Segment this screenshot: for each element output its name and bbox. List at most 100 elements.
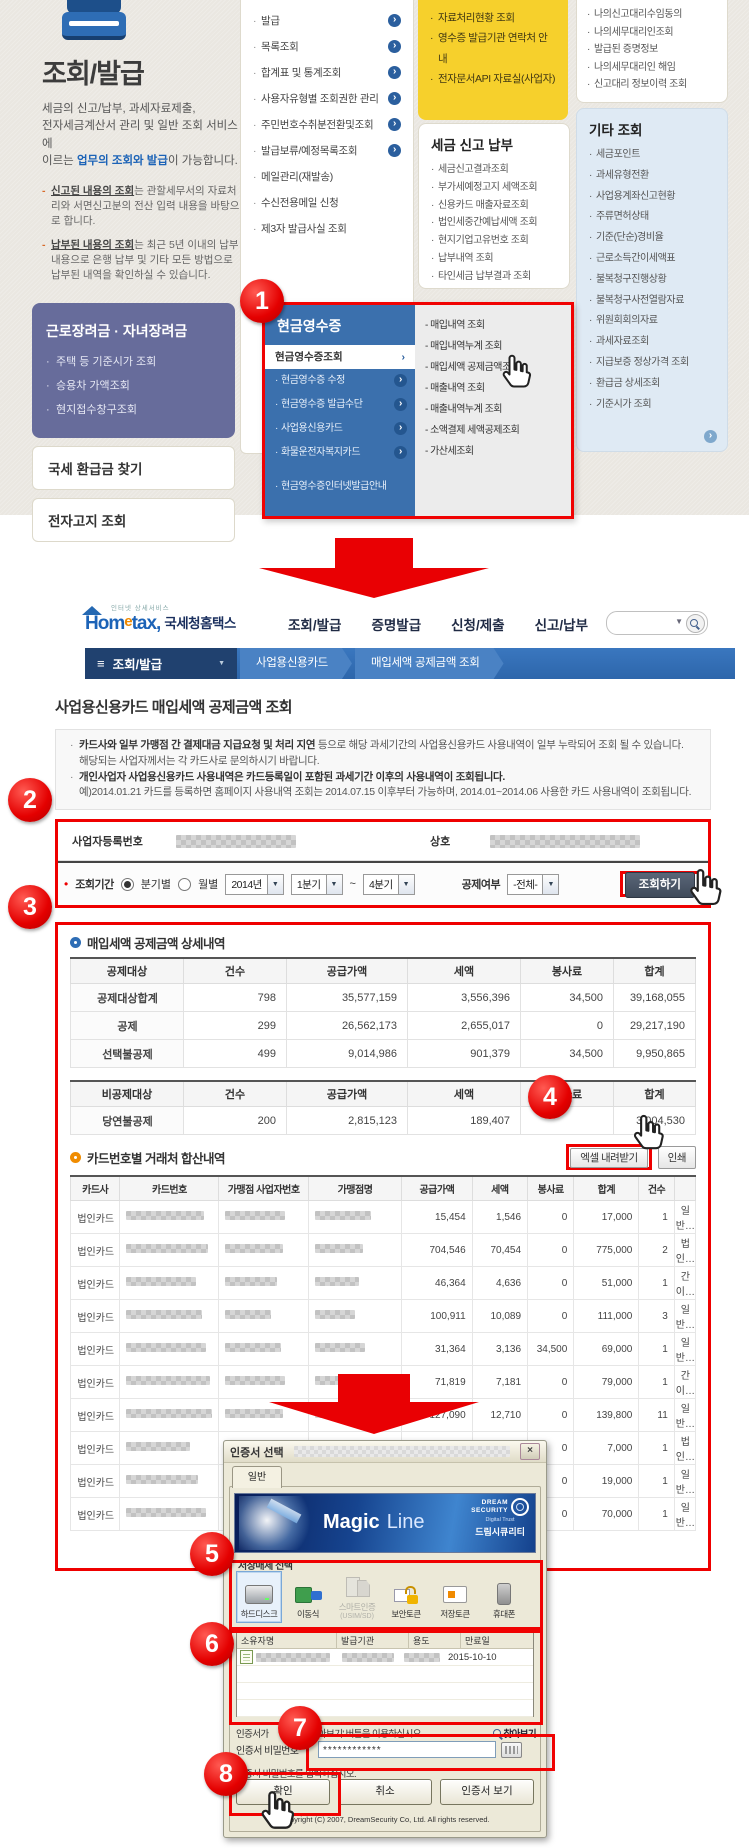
view-certificate-button[interactable]: 인증서 보기 bbox=[440, 1779, 534, 1805]
certificate-list[interactable]: 소유자명 발급기관 용도 만료일 2015-10-10 bbox=[236, 1631, 534, 1717]
etc-link[interactable]: 주류면허상태 bbox=[589, 207, 715, 228]
quarter-to-select[interactable]: 4분기 ▼ bbox=[362, 873, 415, 895]
search-button[interactable] bbox=[686, 614, 705, 633]
hamburger-icon[interactable]: ≡ bbox=[97, 656, 105, 671]
password-input[interactable]: ************ bbox=[318, 1741, 496, 1758]
year-select[interactable]: 2014년 ▼ bbox=[225, 873, 284, 895]
menu-item[interactable]: 주민번호수취분전환및조회 › bbox=[253, 112, 401, 138]
taxpay-link[interactable]: 타인세금 납부결과 조회 bbox=[431, 268, 557, 286]
yellow-link[interactable]: 자료처리현황 조회 bbox=[430, 8, 556, 29]
submenu-item[interactable]: - 소액결제 세액공제조회 bbox=[425, 425, 520, 436]
taxpay-link[interactable]: 세금신고결과조회 bbox=[431, 161, 557, 179]
caret-down-icon[interactable]: ▼ bbox=[325, 874, 342, 894]
agent-link[interactable]: 발급된 증명정보 bbox=[587, 41, 717, 59]
menu-item[interactable]: 합계표 및 통계조회 › bbox=[253, 60, 401, 86]
breadcrumb-item[interactable]: 사업용신용카드 bbox=[240, 648, 352, 679]
chevron-circle-icon[interactable]: › bbox=[394, 446, 407, 459]
virtual-keyboard-icon[interactable] bbox=[501, 1741, 522, 1758]
incentive-link[interactable]: 주택 등 기준시가 조회 bbox=[46, 351, 221, 375]
radio-quarterly[interactable] bbox=[120, 877, 134, 891]
media-security-token[interactable]: 보안토큰 bbox=[383, 1571, 429, 1623]
caret-down-icon[interactable]: ▼ bbox=[266, 874, 283, 894]
certificate-row[interactable]: 2015-10-10 bbox=[237, 1649, 533, 1666]
search-input[interactable]: ▼ bbox=[606, 611, 708, 635]
etc-link[interactable]: 환급금 상세조회 bbox=[589, 374, 715, 395]
etc-link[interactable]: 근로소득간이세액표 bbox=[589, 249, 715, 270]
chevron-circle-icon[interactable]: › bbox=[394, 422, 407, 435]
more-chevron-icon[interactable]: › bbox=[704, 430, 717, 443]
search-submit-button[interactable]: 조회하기 bbox=[624, 872, 695, 898]
agent-link[interactable]: 나의신고대리수임동의 bbox=[587, 6, 717, 24]
radio-quarterly-label[interactable]: 분기별 bbox=[140, 879, 172, 891]
menu-item[interactable]: 수신전용메일 신청 bbox=[253, 190, 401, 216]
taxpay-link[interactable]: 납부내역 조회 bbox=[431, 250, 557, 268]
deduction-filter-select[interactable]: -전체- ▼ bbox=[507, 873, 560, 895]
etc-link[interactable]: 과세유형전환 bbox=[589, 166, 715, 187]
menu-item[interactable]: 발급보류/예정목록조회 › bbox=[253, 138, 401, 164]
menu-item[interactable]: 현금영수증 수정 › bbox=[265, 369, 415, 393]
radio-monthly-label[interactable]: 월별 bbox=[198, 879, 219, 891]
chevron-circle-icon[interactable]: › bbox=[388, 118, 401, 131]
etc-link[interactable]: 세금포인트 bbox=[589, 145, 715, 166]
yellow-link[interactable]: 전자문서API 자료실(사업자) bbox=[430, 69, 556, 90]
media-mobile[interactable]: 휴대폰 bbox=[481, 1571, 527, 1623]
etc-link[interactable]: 불복청구사전열람자료 bbox=[589, 291, 715, 312]
breadcrumb-root-menu[interactable]: ≡ 조회/발급 ▼ bbox=[85, 648, 237, 679]
caret-down-icon[interactable]: ▼ bbox=[542, 874, 559, 894]
menu-item[interactable]: 사업용신용카드 › bbox=[265, 417, 415, 441]
caret-down-icon[interactable]: ▼ bbox=[675, 617, 683, 626]
tab-general[interactable]: 일반 bbox=[232, 1466, 282, 1488]
agent-link[interactable]: 나의세무대리인 해임 bbox=[587, 59, 717, 77]
excel-download-button[interactable]: 엑셀 내려받기 bbox=[570, 1148, 648, 1168]
submenu-item[interactable]: - 매출내역누계 조회 bbox=[425, 404, 503, 415]
taxpay-link[interactable]: 신용카드 매출자료조회 bbox=[431, 197, 557, 215]
chevron-circle-icon[interactable]: › bbox=[388, 66, 401, 79]
chevron-circle-icon[interactable]: › bbox=[388, 14, 401, 27]
quarter-from-select[interactable]: 1분기 ▼ bbox=[290, 873, 343, 895]
nav-report-payment[interactable]: 신고/납부 bbox=[534, 618, 588, 633]
nav-application-submission[interactable]: 신청/제출 bbox=[451, 618, 505, 633]
menu-item[interactable]: 목록조회 › bbox=[253, 34, 401, 60]
media-harddisk[interactable]: 하드디스크 bbox=[236, 1571, 282, 1623]
submenu-item[interactable]: - 매입내역 조회 bbox=[425, 320, 485, 331]
incentive-link[interactable]: 현지접수창구조회 bbox=[46, 399, 221, 423]
submenu-item-deduction-inquiry[interactable]: - 매입세액 공제금액조회 bbox=[425, 362, 520, 373]
media-storage-token[interactable]: 저장토큰 bbox=[432, 1571, 478, 1623]
breadcrumb-item[interactable]: 매입세액 공제금액 조회 bbox=[355, 648, 504, 679]
submenu-item[interactable]: - 매입내역누계 조회 bbox=[425, 341, 503, 352]
menu-item[interactable]: 현금영수증인터넷발급안내 bbox=[265, 475, 415, 499]
media-removable[interactable]: 이동식 bbox=[285, 1571, 331, 1623]
menu-item-cash-receipt-inquiry[interactable]: 현금영수증조회 › bbox=[265, 345, 415, 369]
submenu-item[interactable]: - 매출내역 조회 bbox=[425, 383, 485, 394]
taxpay-link[interactable]: 현지기업고유번호 조회 bbox=[431, 232, 557, 250]
submenu-item[interactable]: - 가산세조회 bbox=[425, 446, 474, 457]
chevron-circle-icon[interactable]: › bbox=[394, 398, 407, 411]
close-icon[interactable]: × bbox=[520, 1443, 540, 1460]
refund-finder-button[interactable]: 국세 환급금 찾기 bbox=[32, 446, 235, 491]
menu-item[interactable]: 발급 › bbox=[253, 8, 401, 34]
chevron-circle-icon[interactable]: › bbox=[388, 92, 401, 105]
etc-link[interactable]: 과세자료조회 bbox=[589, 332, 715, 353]
nav-certificate-issuance[interactable]: 증명발급 bbox=[371, 618, 422, 633]
cancel-button[interactable]: 취소 bbox=[338, 1779, 432, 1805]
yellow-link[interactable]: 영수증 발급기관 연락처 안내 bbox=[430, 28, 556, 69]
etc-link[interactable]: 사업용계좌신고현황 bbox=[589, 187, 715, 208]
nav-inquiry-issuance[interactable]: 조회/발급 bbox=[288, 618, 342, 633]
browse-link[interactable]: 찾아보기 bbox=[491, 1726, 537, 1740]
radio-monthly[interactable] bbox=[178, 877, 192, 891]
dialog-titlebar[interactable]: 인증서 선택 × bbox=[224, 1441, 546, 1463]
agent-link[interactable]: 나의세무대리인조회 bbox=[587, 24, 717, 42]
menu-item[interactable]: 제3자 발급사실 조회 bbox=[253, 216, 401, 242]
menu-item[interactable]: 사용자유형별 조회권한 관리 › bbox=[253, 86, 401, 112]
taxpay-link[interactable]: 법인세중간예납세액 조회 bbox=[431, 214, 557, 232]
etc-link[interactable]: 불복청구진행상황 bbox=[589, 270, 715, 291]
agent-link[interactable]: 신고대리 정보이력 조회 bbox=[587, 76, 717, 94]
etc-link[interactable]: 기준시가 조회 bbox=[589, 395, 715, 416]
print-button[interactable]: 인쇄 bbox=[657, 1145, 696, 1169]
caret-down-icon[interactable]: ▼ bbox=[218, 660, 225, 667]
menu-item[interactable]: 화물운전자복지카드 › bbox=[265, 441, 415, 465]
caret-down-icon[interactable]: ▼ bbox=[397, 874, 414, 894]
etc-link[interactable]: 지급보증 정상가격 조회 bbox=[589, 353, 715, 374]
menu-item[interactable]: 현금영수증 발급수단 › bbox=[265, 393, 415, 417]
hometax-logo[interactable]: 인터넷 상세서비스 Hometax, 국세청홈택스 bbox=[82, 602, 236, 635]
